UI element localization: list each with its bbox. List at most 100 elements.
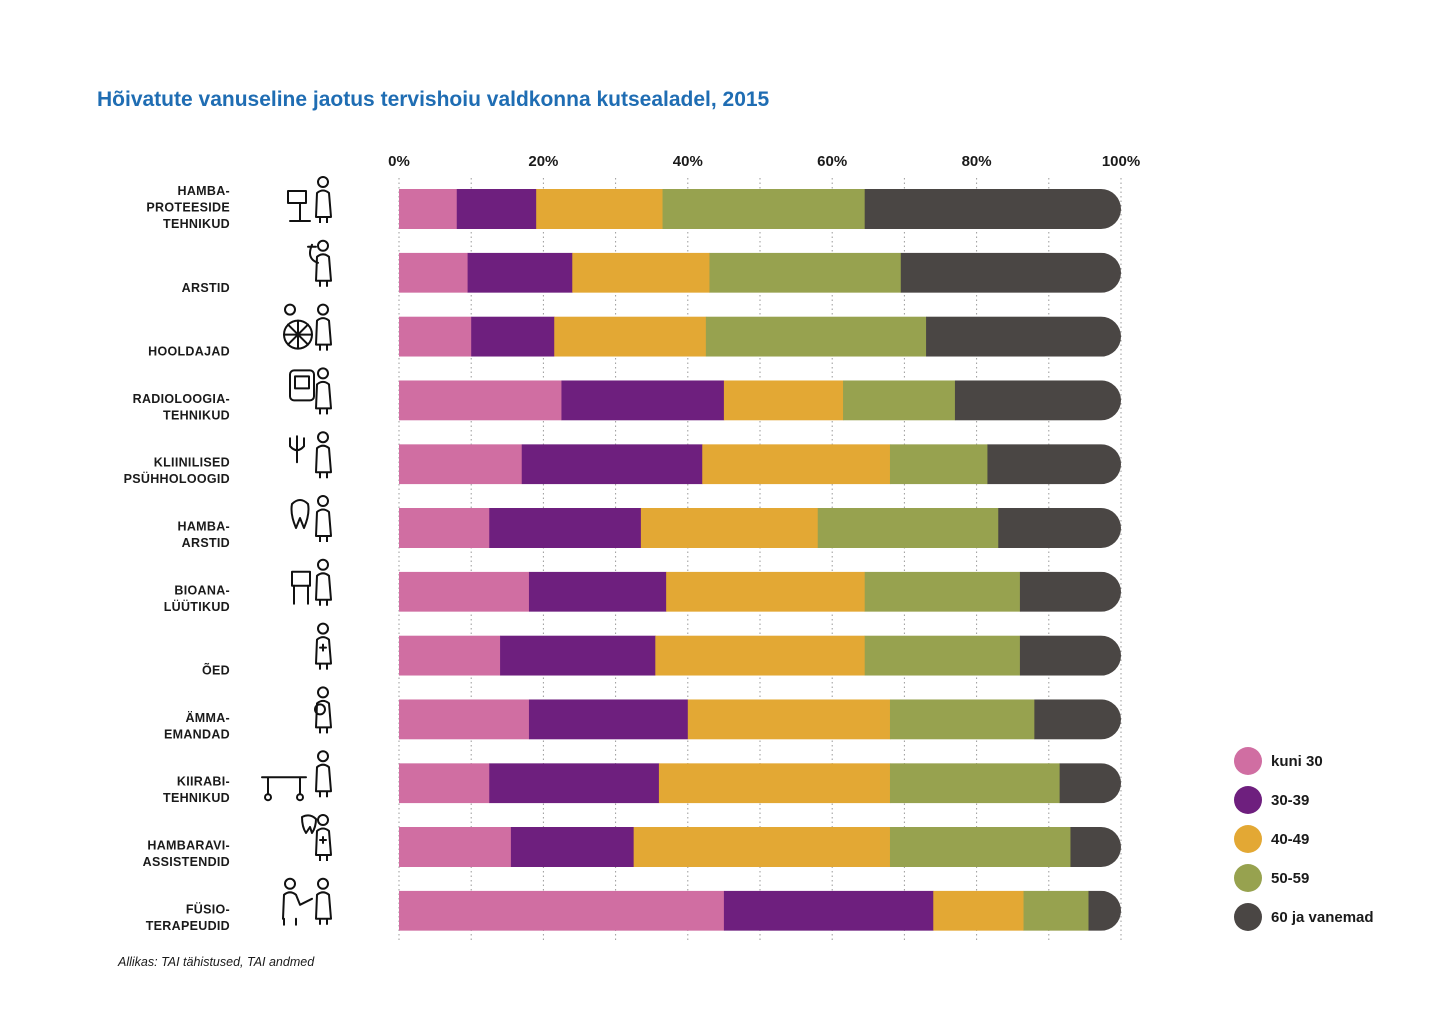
- bar-segment: [536, 189, 663, 229]
- bar-segment: [399, 699, 529, 739]
- bar-segment: [1020, 572, 1121, 612]
- x-tick-label: 40%: [673, 153, 703, 170]
- bar-segment: [865, 572, 1021, 612]
- category-label: ÕED: [202, 663, 230, 678]
- bar-segment: [688, 699, 891, 739]
- bar-segment: [709, 253, 901, 293]
- bar-row: [399, 380, 1121, 420]
- bar-segment: [987, 444, 1121, 484]
- category-label: TEHNIKUD: [163, 791, 230, 805]
- bar-segment: [471, 317, 554, 357]
- bar-segment: [554, 317, 706, 357]
- bar-row: [399, 189, 1121, 229]
- bar-segment: [1024, 891, 1089, 931]
- bar-segment: [865, 636, 1021, 676]
- bar-segment: [529, 572, 667, 612]
- category-label: TEHNIKUD: [163, 408, 230, 422]
- x-tick-label: 20%: [528, 153, 558, 170]
- physiotherapist-icon: [283, 879, 331, 925]
- bar-segment: [634, 827, 891, 867]
- dental-technician-icon: [288, 177, 331, 223]
- bar-segment: [706, 317, 927, 357]
- bar-segment: [399, 189, 457, 229]
- bar-segment: [1034, 699, 1121, 739]
- bar-segment: [663, 189, 866, 229]
- category-labels: HAMBA- PROTEESIDE TEHNIKUD ARSTID HOOLDAJAD R…: [124, 184, 230, 933]
- legend-label: kuni 30: [1271, 753, 1323, 770]
- category-label: LÜÜTIKUD: [164, 599, 230, 614]
- bar-segment: [489, 508, 641, 548]
- psychologist-icon: [290, 432, 331, 478]
- bar-row: [399, 891, 1121, 931]
- bar-segment: [641, 508, 818, 548]
- nurse-icon: [316, 624, 331, 670]
- legend-label: 30-39: [1271, 792, 1309, 809]
- bar-row: [399, 317, 1121, 357]
- bar-segment: [702, 444, 890, 484]
- legend-swatch: [1234, 747, 1262, 775]
- bar-segment: [399, 317, 472, 357]
- midwife-icon: [315, 687, 331, 733]
- paramedic-stretcher-icon: [262, 751, 331, 800]
- category-label: RADIOLOOGIA-: [133, 392, 230, 406]
- doctor-icon: [308, 241, 331, 287]
- legend: kuni 30 30-39 40-49 50-59 60 ja vanemad: [1234, 747, 1374, 931]
- category-label: KLIINILISED: [154, 456, 230, 470]
- bar-segment: [659, 763, 890, 803]
- bar-segment: [890, 699, 1035, 739]
- x-tick-label: 80%: [962, 153, 992, 170]
- bar-row: [399, 699, 1121, 739]
- bar-segment: [468, 253, 573, 293]
- x-tick-label: 0%: [388, 153, 410, 170]
- bar-segment: [511, 827, 634, 867]
- bar-segment: [529, 699, 688, 739]
- bar-row: [399, 508, 1121, 548]
- bar-segment: [926, 317, 1121, 357]
- category-label: BIOANA-: [174, 583, 230, 597]
- caregiver-wheelchair-icon: [284, 305, 331, 351]
- bar-segment: [865, 189, 1122, 229]
- bar-segment: [399, 891, 724, 931]
- x-axis-ticks: 0% 20% 40% 60% 80% 100%: [388, 153, 1140, 170]
- legend-swatch: [1234, 786, 1262, 814]
- category-label: PROTEESIDE: [146, 201, 230, 215]
- bar-segment: [1070, 827, 1121, 867]
- bar-segment: [666, 572, 865, 612]
- category-label: TEHNIKUD: [163, 217, 230, 231]
- bar-segment: [1089, 891, 1122, 931]
- radiology-technician-icon: [290, 368, 331, 414]
- bar-segment: [1020, 636, 1121, 676]
- bar-row: [399, 572, 1121, 612]
- category-label: TERAPEUDID: [146, 919, 230, 933]
- bar-segment: [399, 444, 522, 484]
- bar-segment: [561, 380, 724, 420]
- bar-segment: [489, 763, 659, 803]
- category-label: PSÜHHOLOOGID: [124, 471, 230, 486]
- legend-swatch: [1234, 903, 1262, 931]
- bar-segment: [522, 444, 703, 484]
- x-tick-label: 60%: [817, 153, 847, 170]
- category-label: ARSTID: [182, 281, 230, 295]
- bar-segment: [843, 380, 955, 420]
- bar-segment: [500, 636, 656, 676]
- bar-segment: [1060, 763, 1122, 803]
- bar-segment: [998, 508, 1121, 548]
- category-label: ÄMMA-: [185, 710, 230, 725]
- bar-segment: [890, 827, 1071, 867]
- bar-segment: [890, 444, 988, 484]
- legend-label: 50-59: [1271, 870, 1309, 887]
- source-note: Allikas: TAI tähistused, TAI andmed: [117, 955, 315, 969]
- category-label: HAMBA-: [178, 184, 230, 198]
- x-tick-label: 100%: [1102, 153, 1140, 170]
- legend-swatch: [1234, 864, 1262, 892]
- bar-row: [399, 444, 1121, 484]
- dentist-icon: [292, 496, 332, 542]
- category-label: HAMBA-: [178, 520, 230, 534]
- legend-swatch: [1234, 825, 1262, 853]
- bar-segment: [399, 508, 490, 548]
- dental-assistant-icon: [302, 815, 331, 861]
- bar-segment: [724, 891, 934, 931]
- bar-segment: [655, 636, 865, 676]
- category-label: EMANDAD: [164, 727, 230, 741]
